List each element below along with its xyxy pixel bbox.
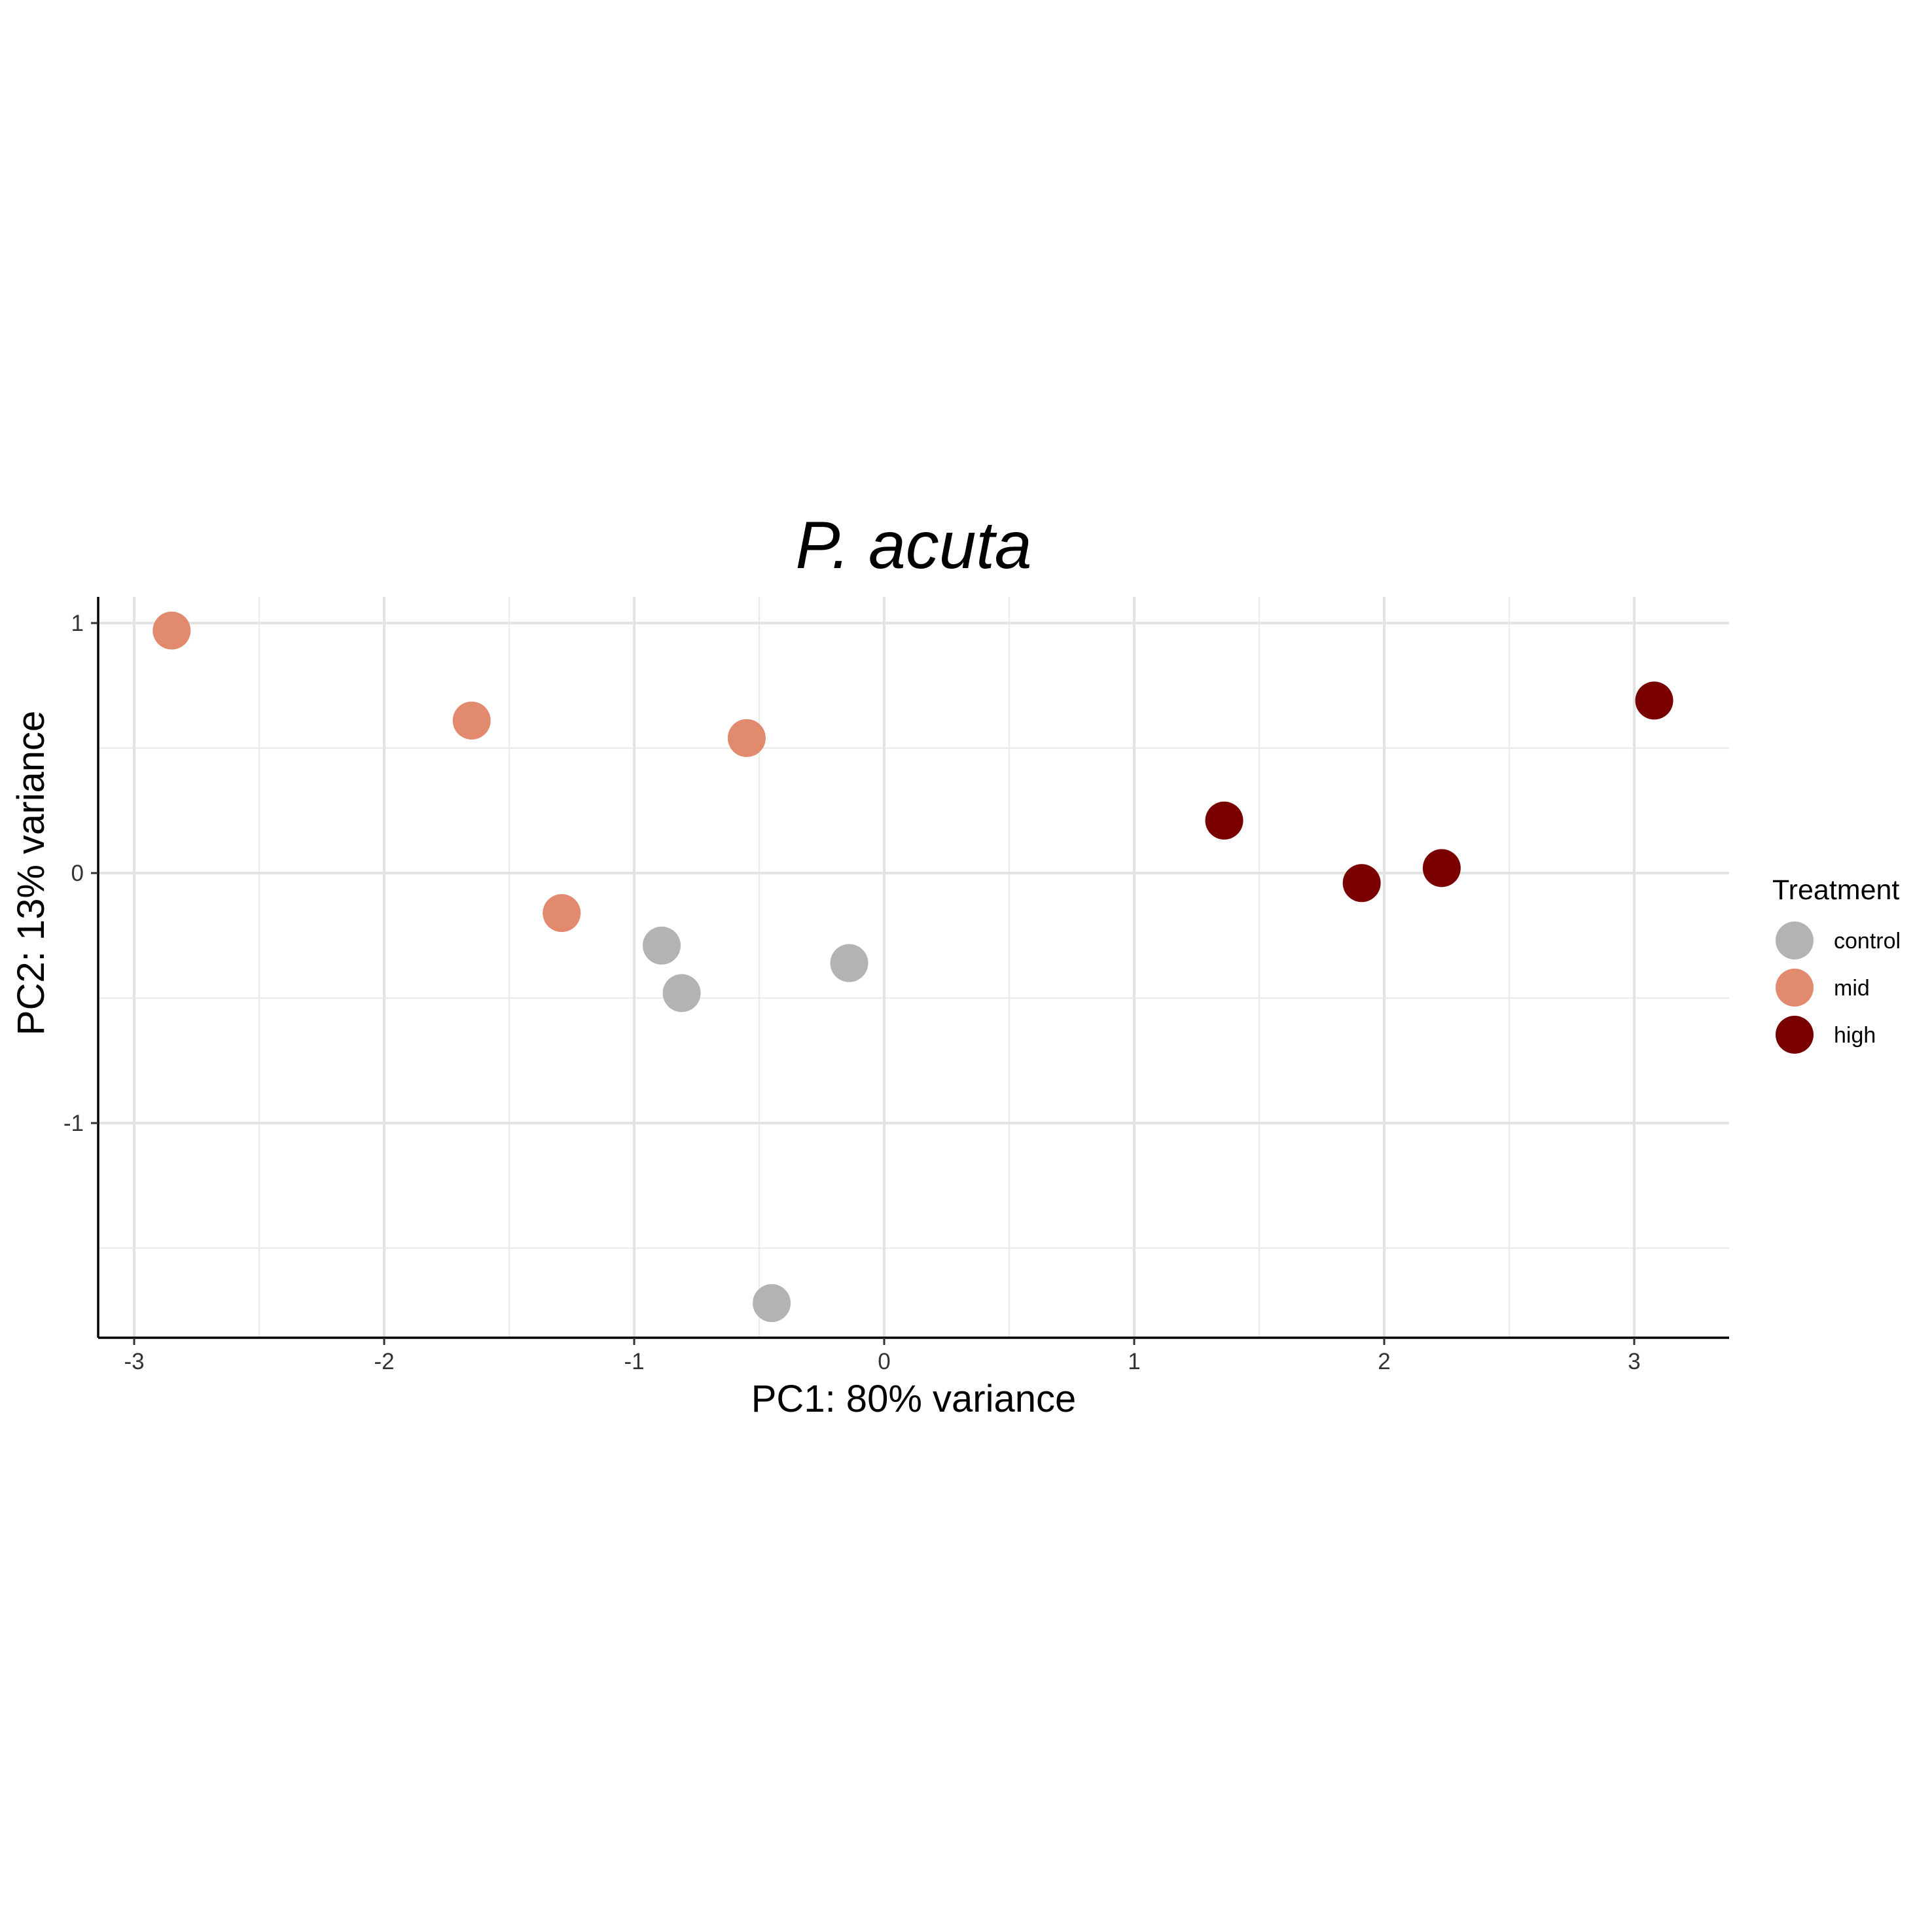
- y-axis-ticks: 1 0 -1: [63, 611, 98, 1136]
- chart-title: P. acuta: [795, 508, 1031, 582]
- x-tick-label: -1: [624, 1349, 644, 1374]
- point-mid: [152, 611, 191, 650]
- point-mid: [543, 894, 581, 933]
- point-control: [753, 1284, 791, 1323]
- point-high: [1205, 801, 1243, 840]
- x-tick-label: -3: [124, 1349, 144, 1374]
- x-tick-label: 1: [1128, 1349, 1140, 1374]
- point-control: [662, 974, 701, 1012]
- axes: [97, 597, 1729, 1339]
- point-high: [1342, 864, 1381, 903]
- legend-title: Treatment: [1772, 874, 1899, 906]
- legend-label-mid: mid: [1834, 976, 1870, 1001]
- legend-key-mid: [1776, 969, 1814, 1007]
- y-tick-label: 1: [71, 611, 84, 636]
- legend: Treatment control mid high: [1772, 874, 1901, 1054]
- x-axis-title: PC1: 80% variance: [751, 1378, 1076, 1420]
- grid-major: [98, 597, 1729, 1338]
- x-tick-label: 3: [1628, 1349, 1640, 1374]
- legend-key-high: [1776, 1016, 1814, 1054]
- x-tick-label: 0: [878, 1349, 890, 1374]
- legend-key-control: [1776, 921, 1814, 959]
- point-control: [643, 926, 681, 965]
- legend-label-control: control: [1834, 929, 1901, 954]
- x-axis-ticks: -3 -2 -1 0 1 2 3: [124, 1338, 1641, 1374]
- data-points: [152, 611, 1673, 1323]
- legend-label-high: high: [1834, 1023, 1876, 1048]
- y-tick-label: 0: [71, 861, 84, 886]
- grid-minor: [98, 597, 1729, 1338]
- y-tick-label: -1: [63, 1111, 84, 1136]
- point-mid: [727, 719, 766, 757]
- point-high: [1635, 681, 1673, 720]
- point-high: [1422, 849, 1461, 887]
- x-tick-label: 2: [1378, 1349, 1390, 1374]
- y-axis-title: PC2: 13% variance: [10, 711, 52, 1035]
- x-tick-label: -2: [374, 1349, 394, 1374]
- point-mid: [452, 701, 491, 740]
- point-control: [830, 944, 868, 982]
